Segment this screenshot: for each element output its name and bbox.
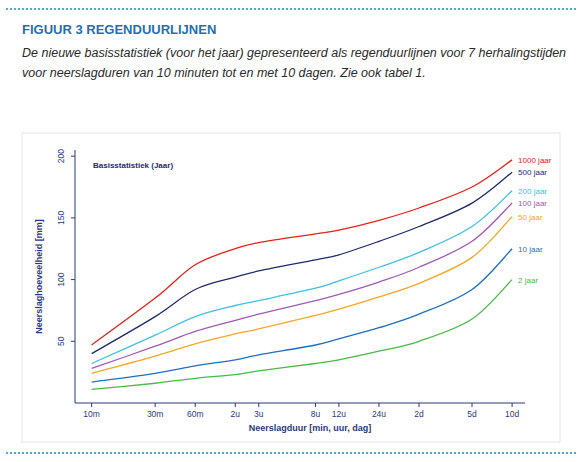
series-line [92, 203, 512, 368]
y-axis-title: Neerslaghoeveelheid [mm] [34, 219, 44, 334]
x-axis-line [75, 403, 525, 404]
series-label: 1000 jaar [518, 156, 552, 165]
y-tick [71, 341, 75, 342]
x-tick-label: 30m [147, 409, 164, 419]
title: FIGUUR 3 REGENDUURLIJNEN [22, 22, 216, 37]
series-label: 200 jaar [518, 187, 547, 196]
y-tick [71, 279, 75, 280]
series-line [92, 172, 512, 353]
subtitle: De nieuwe basisstatistiek (voor het jaar… [22, 43, 567, 83]
x-tick-label: 12u [332, 409, 346, 419]
x-tick [338, 403, 339, 407]
frame-bottom [6, 452, 576, 454]
x-tick-label: 2d [414, 409, 424, 419]
series-line [92, 217, 512, 374]
y-tick [71, 156, 75, 157]
y-tick-label: 100 [56, 272, 66, 286]
series-line [92, 280, 512, 390]
chart-box [22, 133, 560, 442]
series-group [92, 160, 512, 390]
x-tick-label: 10d [505, 409, 519, 419]
series-label: 2 jaar [518, 276, 538, 285]
series-label: 500 jaar [518, 168, 547, 177]
y-axis-line [75, 150, 76, 403]
x-tick-label: 10m [83, 409, 100, 419]
x-tick-label: 8u [311, 409, 321, 419]
x-tick [195, 403, 196, 407]
series-label: 50 jaar [518, 213, 543, 222]
y-tick [71, 217, 75, 218]
x-tick [378, 403, 379, 407]
x-tick-label: 24u [372, 409, 386, 419]
annotation: Basisstatistiek (Jaar) [93, 161, 173, 170]
x-tick [472, 403, 473, 407]
x-tick [235, 403, 236, 407]
x-tick-label: 5d [467, 409, 477, 419]
chart: 10m 30m 60m 2u 3u 8u 12u 24u 2d 5d 10d 50 100 150 200 N… [0, 0, 582, 462]
x-tick [419, 403, 420, 407]
y-tick-label: 200 [56, 149, 66, 163]
x-tick [91, 403, 92, 407]
y-tick-label: 150 [56, 211, 66, 225]
frame-top [6, 8, 576, 10]
x-axis-title: Neerslagduur [min, uur, dag] [249, 423, 372, 433]
x-tick [258, 403, 259, 407]
series-label: 10 jaar [518, 245, 543, 254]
x-tick-label: 60m [187, 409, 204, 419]
x-tick [315, 403, 316, 407]
series-label: 100 jaar [518, 199, 547, 208]
x-tick [155, 403, 156, 407]
x-tick-label: 3u [254, 409, 264, 419]
series-line [92, 249, 512, 382]
x-tick-label: 2u [231, 409, 241, 419]
y-tick-label: 50 [56, 336, 66, 346]
x-tick [512, 403, 513, 407]
series-line [92, 191, 512, 364]
